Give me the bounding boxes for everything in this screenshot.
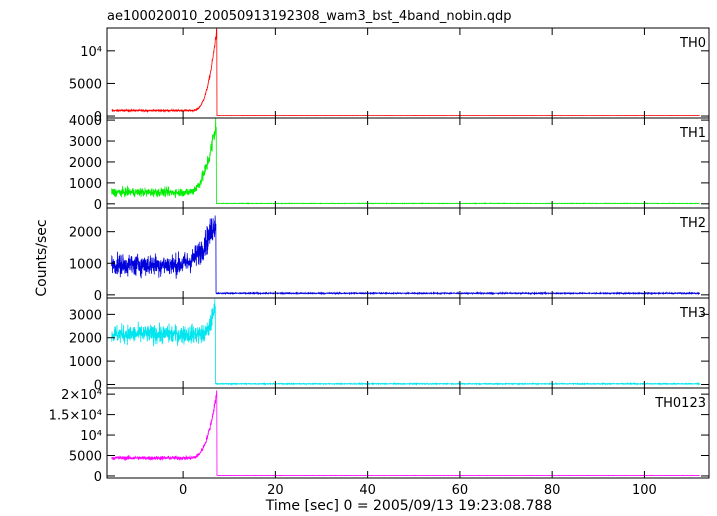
y-tick-label: 3000 <box>69 135 102 150</box>
y-tick-label: 2000 <box>69 332 102 347</box>
panel-frame <box>106 117 710 209</box>
series-line-th2 <box>111 215 701 296</box>
y-tick-label: 0 <box>94 198 102 213</box>
panel-th0123: 0 5000 10⁴ 1.5×10⁴ 2×10⁴ TH0123 <box>49 387 710 485</box>
x-tick-label: 20 <box>267 483 284 498</box>
y-tick-label: 1000 <box>69 177 102 192</box>
series-line-th0 <box>111 27 700 117</box>
x-tick-label: 40 <box>359 483 376 498</box>
y-tick-label: 1000 <box>69 257 102 272</box>
panel-label-th3: TH3 <box>679 306 706 321</box>
y-tick-label: 0 <box>94 110 102 125</box>
y-tick-label: 1.5×10⁴ <box>49 409 102 424</box>
panel-frame <box>106 27 710 119</box>
x-tick-label: 100 <box>632 483 657 498</box>
panel-th0: 0 5000 10⁴ TH0 <box>69 27 710 125</box>
panel-label-th0: TH0 <box>679 36 706 51</box>
y-tick-label: 0 <box>94 289 102 304</box>
y-tick-label: 10⁴ <box>80 429 102 444</box>
y-tick-label: 2000 <box>69 226 102 241</box>
x-tick-label: 80 <box>544 483 561 498</box>
y-tick-label: 5000 <box>69 77 102 92</box>
y-tick-label: 2×10⁴ <box>61 388 102 403</box>
chart-title: ae100020010_20050913192308_wam3_bst_4ban… <box>107 9 512 24</box>
x-tick-label: 0 <box>179 483 187 498</box>
panel-frame <box>106 387 710 479</box>
series-line-th0123 <box>111 390 700 477</box>
y-tick-label: 3000 <box>69 308 102 323</box>
y-tick-label: 0 <box>94 470 102 485</box>
x-tick-label: 60 <box>452 483 469 498</box>
y-tick-label: 5000 <box>69 450 102 465</box>
y-tick-label: 2000 <box>69 156 102 171</box>
panel-th3: 0 1000 2000 3000 TH3 <box>69 297 710 393</box>
panel-th2: 0 1000 2000 TH2 <box>69 207 710 304</box>
series-line-th3 <box>111 298 701 386</box>
y-tick-label: 10⁴ <box>80 45 102 60</box>
panel-frame <box>106 297 710 389</box>
y-tick-label: 1000 <box>69 355 102 370</box>
panel-label-th1: TH1 <box>679 126 706 141</box>
y-tick-label: 0 <box>94 378 102 393</box>
y-tick-label: 4000 <box>69 114 102 129</box>
panels-group: 0500010⁴TH001000200030004000TH1010002000… <box>49 27 710 498</box>
panel-label-th2: TH2 <box>679 216 706 231</box>
series-line-th1 <box>111 117 700 205</box>
x-axis-label: Time [sec] 0 = 2005/09/13 19:23:08.788 <box>265 498 552 514</box>
panel-label-th0123: TH0123 <box>654 396 706 411</box>
y-axis-label: Counts/sec <box>34 219 50 296</box>
panel-th1: 0 1000 2000 3000 4000 TH1 <box>69 114 710 213</box>
